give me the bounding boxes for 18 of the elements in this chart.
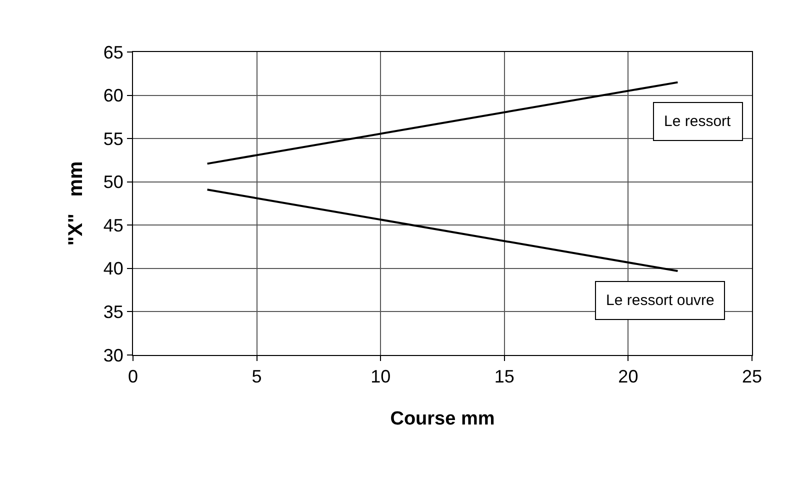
series-label: Le ressort (664, 113, 732, 130)
x-tick-label: 20 (618, 366, 638, 387)
text: Le ressort ouvre (606, 292, 714, 309)
y-tick-label: 40 (103, 258, 124, 279)
y-tick-label: 60 (103, 86, 124, 106)
y-tick-label: 30 (103, 345, 124, 366)
x-axis-title: Course mm (390, 408, 495, 430)
y-tick-label: 50 (103, 172, 124, 192)
y-axis-title: "X" mm (64, 161, 87, 246)
y-tick-label: 35 (103, 302, 124, 322)
y-tick-label: 55 (103, 128, 124, 149)
x-tick-label: 15 (494, 366, 514, 387)
x-tick-label: 0 (128, 366, 138, 387)
x-tick-label: 10 (370, 366, 391, 387)
y-tick-label: 45 (103, 215, 124, 236)
x-tick-label: 5 (252, 366, 262, 387)
y-tick-label: 65 (103, 42, 124, 62)
x-tick-label: 25 (742, 366, 762, 387)
